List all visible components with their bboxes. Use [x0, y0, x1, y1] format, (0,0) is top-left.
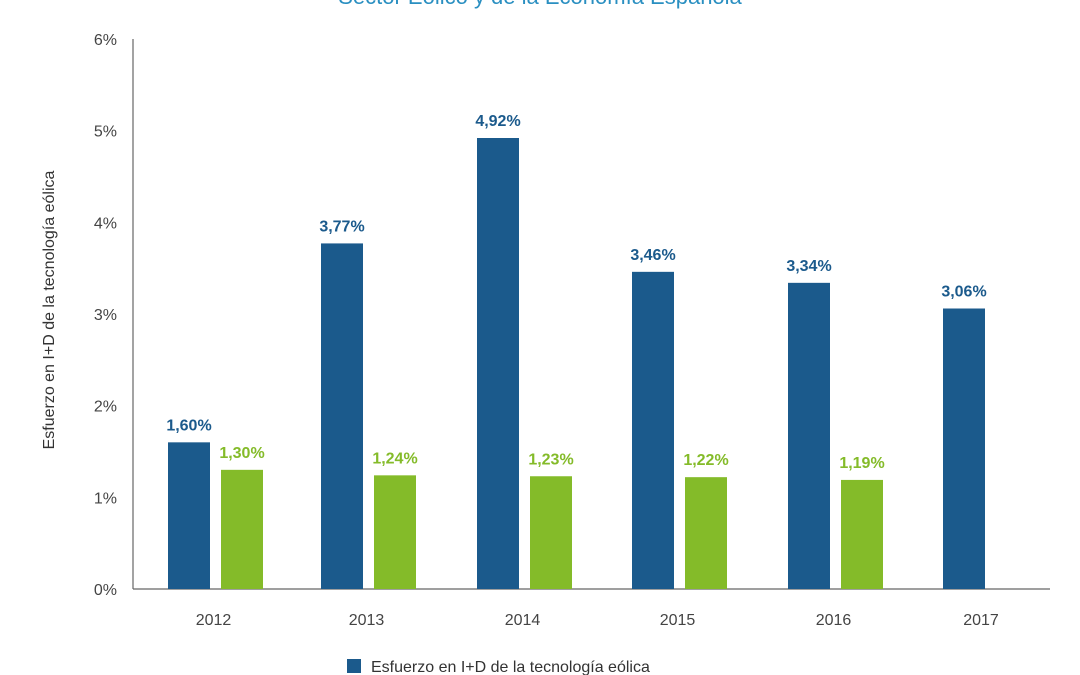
- bar-economia: [530, 476, 572, 589]
- data-label: 3,06%: [941, 284, 986, 301]
- x-tick-label: 2014: [505, 612, 541, 629]
- bar-economia: [374, 475, 416, 589]
- data-labels: 1,60% 3,77% 4,92% 3,46% 3,34% 3,06% 1,30% 1,24%…: [166, 113, 986, 472]
- y-tick-label: 0%: [94, 582, 117, 599]
- data-label: 3,34%: [786, 258, 831, 275]
- x-tick-label: 2016: [816, 612, 852, 629]
- data-label: 3,77%: [319, 218, 364, 235]
- x-tick-label: 2012: [196, 612, 232, 629]
- legend-label: Esfuerzo en I+D de la tecnología eólica: [371, 659, 650, 675]
- bar-economia: [841, 479, 883, 589]
- data-label: 1,24%: [372, 450, 417, 467]
- bar-eolica: [321, 243, 363, 589]
- y-tick-label: 6%: [94, 32, 117, 49]
- chart-title: Sector Eólico y de la Economía Española: [338, 0, 742, 9]
- data-label: 3,46%: [630, 247, 675, 264]
- axes: 0% 1% 2% 3% 4% 5% 6% 2012 2013 2014 2015 2016 2017: [94, 32, 1050, 629]
- legend: Esfuerzo en I+D de la tecnología eólica: [347, 659, 650, 675]
- bar-eolica: [477, 138, 519, 589]
- bar-economia: [685, 477, 727, 589]
- y-tick-label: 4%: [94, 215, 117, 232]
- data-label: 1,19%: [839, 455, 884, 472]
- data-label: 1,30%: [219, 445, 264, 462]
- x-tick-label: 2013: [349, 612, 385, 629]
- bars: [168, 138, 985, 589]
- bar-eolica: [788, 282, 830, 589]
- bar-eolica: [943, 308, 985, 589]
- y-tick-label: 3%: [94, 307, 117, 324]
- bar-economia: [221, 469, 263, 589]
- x-tick-label: 2015: [660, 612, 696, 629]
- y-axis-label: Esfuerzo en I+D de la tecnología eólica: [41, 170, 58, 449]
- legend-swatch: [347, 659, 361, 673]
- bar-eolica: [632, 271, 674, 589]
- x-tick-label: 2017: [963, 612, 999, 629]
- data-label: 1,60%: [166, 417, 211, 434]
- data-label: 4,92%: [475, 113, 520, 130]
- bar-eolica: [168, 442, 210, 589]
- data-label: 1,22%: [683, 452, 728, 469]
- y-tick-label: 1%: [94, 490, 117, 507]
- y-tick-label: 2%: [94, 399, 117, 416]
- data-label: 1,23%: [528, 451, 573, 468]
- y-tick-label: 5%: [94, 124, 117, 141]
